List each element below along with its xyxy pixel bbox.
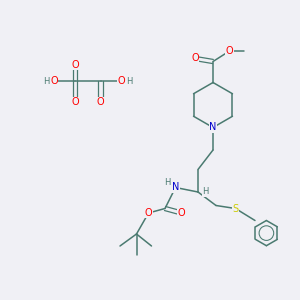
Text: H: H: [126, 76, 133, 85]
Text: N: N: [209, 122, 217, 133]
Text: O: O: [178, 208, 185, 218]
Text: H: H: [202, 188, 209, 196]
Text: O: O: [71, 59, 79, 70]
Text: N: N: [172, 182, 179, 193]
Text: S: S: [232, 203, 238, 214]
Text: O: O: [145, 208, 152, 218]
Text: H: H: [164, 178, 171, 187]
Text: O: O: [118, 76, 125, 86]
Text: O: O: [191, 53, 199, 64]
Text: O: O: [50, 76, 58, 86]
Text: O: O: [71, 97, 79, 107]
Text: H: H: [43, 76, 50, 85]
Text: O: O: [226, 46, 233, 56]
Text: O: O: [97, 97, 104, 107]
